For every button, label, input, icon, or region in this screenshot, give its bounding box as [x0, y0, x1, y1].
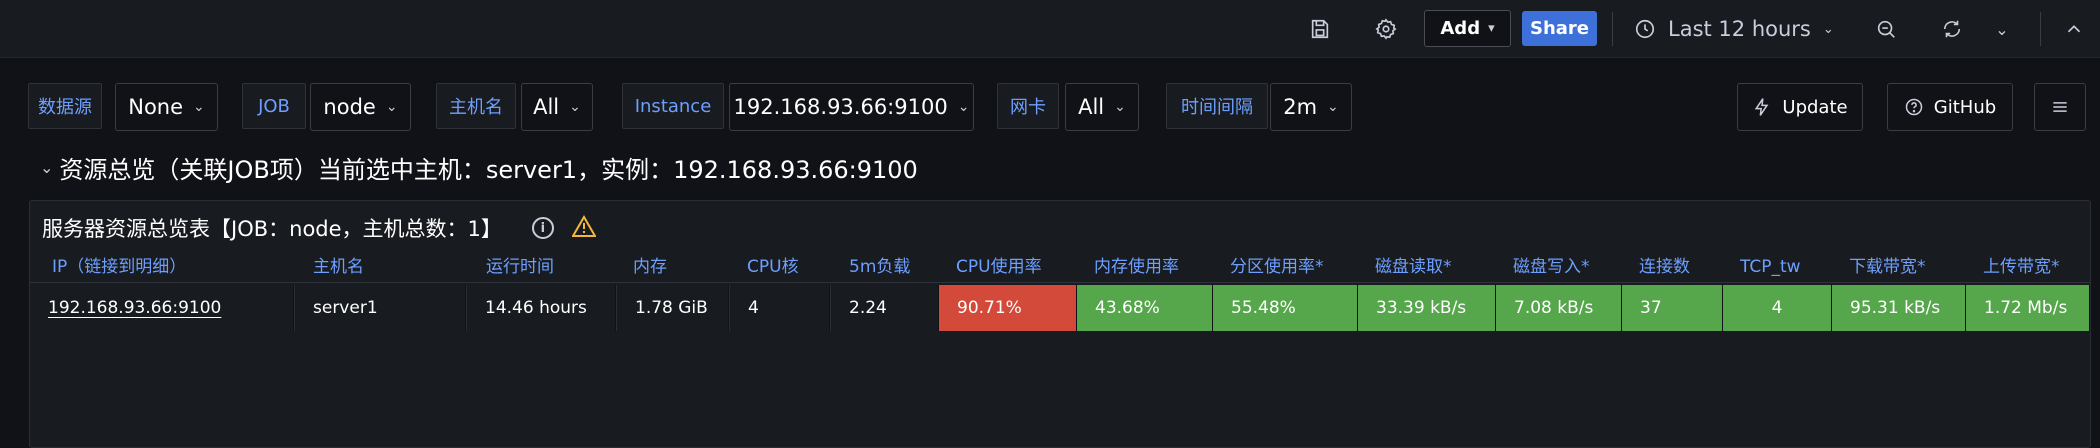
job-select[interactable]: node ⌄ — [310, 83, 411, 131]
panel-header: 服务器资源总览表【JOB：node，主机总数：1】 i — [42, 213, 597, 243]
column-header-disk-write[interactable]: 磁盘写入* — [1513, 257, 1590, 277]
cell-uptime: 14.46 hours — [466, 285, 616, 331]
bolt-icon — [1755, 98, 1769, 116]
cell-upload: 1.72 Mb/s — [1966, 285, 2090, 331]
cell-mem-usage: 43.68% — [1077, 285, 1213, 331]
column-header-cpu-cores[interactable]: CPU核 — [747, 257, 799, 277]
cell-hostname: server1 — [294, 285, 466, 331]
var-label-datasource: 数据源 — [28, 83, 102, 129]
column-header-connections[interactable]: 连接数 — [1639, 257, 1690, 277]
cell-disk-read: 33.39 kB/s — [1358, 285, 1496, 331]
interval-select[interactable]: 2m ⌄ — [1270, 83, 1352, 131]
add-button[interactable]: Add ▾ — [1424, 10, 1511, 47]
column-header-download[interactable]: 下载带宽* — [1849, 257, 1926, 277]
column-header-hostname[interactable]: 主机名 — [313, 257, 364, 277]
refresh-interval-chevron-icon[interactable]: ⌄ — [1995, 19, 2009, 39]
save-icon[interactable] — [1300, 10, 1340, 48]
chevron-down-icon: ⌄ — [40, 158, 54, 177]
info-icon[interactable]: i — [531, 217, 554, 239]
instance-value: 192.168.93.66:9100 — [733, 95, 948, 119]
var-label-interval: 时间间隔 — [1166, 83, 1268, 129]
chevron-down-icon: ⌄ — [385, 99, 398, 115]
column-header-cpu-usage[interactable]: CPU使用率 — [956, 257, 1042, 277]
var-label-hostname: 主机名 — [436, 83, 516, 129]
column-header-disk-read[interactable]: 磁盘读取* — [1375, 257, 1452, 277]
toolbar-divider — [1612, 12, 1613, 46]
add-button-label: Add — [1440, 18, 1481, 39]
cell-load5: 2.24 — [830, 285, 939, 331]
column-header-mem-usage[interactable]: 内存使用率 — [1094, 257, 1179, 277]
update-button-label: Update — [1782, 96, 1848, 118]
chevron-down-icon: ⌄ — [193, 99, 205, 115]
gear-icon[interactable] — [1366, 10, 1406, 48]
cell-ip-link[interactable]: 192.168.93.66:9100 — [30, 285, 294, 331]
datasource-select[interactable]: None ⌄ — [115, 83, 218, 131]
cell-download: 95.31 kB/s — [1832, 285, 1966, 331]
cell-partition-usage: 55.48% — [1213, 285, 1358, 331]
warning-icon[interactable] — [571, 214, 597, 242]
cell-connections: 37 — [1622, 285, 1723, 331]
resource-overview-panel: 服务器资源总览表【JOB：node，主机总数：1】 i IP（链接到明细） 主机… — [29, 200, 2091, 448]
panel-title: 服务器资源总览表【JOB：node，主机总数：1】 — [42, 217, 502, 241]
chevron-down-icon: ⌄ — [1114, 99, 1126, 115]
hostname-select[interactable]: All ⌄ — [521, 83, 593, 131]
help-circle-icon — [1905, 98, 1923, 116]
chevron-down-icon: ⌄ — [1822, 21, 1834, 37]
chevron-up-icon[interactable] — [2054, 10, 2094, 48]
job-value: node — [323, 95, 376, 119]
datasource-value: None — [128, 95, 184, 119]
toolbar-divider — [2040, 12, 2041, 46]
time-range-label: Last 12 hours — [1668, 17, 1811, 41]
chevron-down-icon: ⌄ — [1327, 99, 1339, 115]
row-header[interactable]: ⌄ 资源总览（关联JOB项）当前选中主机：server1，实例：192.168.… — [40, 150, 918, 185]
row-title: 资源总览（关联JOB项）当前选中主机：server1，实例：192.168.93… — [59, 156, 918, 184]
overview-table: IP（链接到明细） 主机名 运行时间 内存 CPU核 5m负载 CPU使用率 内… — [30, 251, 2090, 331]
time-range-picker[interactable]: Last 12 hours ⌄ — [1630, 10, 1848, 48]
column-header-upload[interactable]: 上传带宽* — [1983, 257, 2060, 277]
instance-select[interactable]: 192.168.93.66:9100 ⌄ — [729, 83, 974, 131]
cell-cpu-cores: 4 — [729, 285, 830, 331]
chevron-down-icon: ⌄ — [569, 99, 581, 115]
column-header-load5[interactable]: 5m负载 — [849, 257, 911, 277]
var-label-job: JOB — [242, 83, 306, 129]
interval-value: 2m — [1283, 95, 1318, 119]
table-row: 192.168.93.66:9100 server1 14.46 hours 1… — [30, 285, 2090, 331]
hostname-value: All — [533, 95, 560, 119]
zoom-out-icon[interactable] — [1866, 10, 1906, 48]
nic-select[interactable]: All ⌄ — [1065, 83, 1139, 131]
var-label-nic: 网卡 — [997, 83, 1059, 129]
chevron-down-icon: ▾ — [1488, 21, 1495, 36]
github-button[interactable]: GitHub — [1887, 83, 2013, 131]
clock-icon — [1635, 19, 1655, 39]
cell-disk-write: 7.08 kB/s — [1496, 285, 1622, 331]
cell-tcp-tw: 4 — [1723, 285, 1832, 331]
column-header-ip[interactable]: IP（链接到明细） — [52, 257, 187, 277]
var-label-instance: Instance — [622, 83, 724, 129]
share-button[interactable]: Share — [1522, 11, 1597, 46]
update-button[interactable]: Update — [1737, 83, 1863, 131]
column-header-tcp-tw[interactable]: TCP_tw — [1740, 257, 1801, 277]
refresh-icon[interactable] — [1932, 10, 1972, 48]
column-header-partition-usage[interactable]: 分区使用率* — [1230, 257, 1324, 277]
column-header-memory[interactable]: 内存 — [633, 257, 667, 277]
top-toolbar: Add ▾ Share Last 12 hours ⌄ ⌄ — [0, 0, 2100, 58]
nic-value: All — [1078, 95, 1105, 119]
menu-icon — [2053, 102, 2067, 112]
table-header: IP（链接到明细） 主机名 运行时间 内存 CPU核 5m负载 CPU使用率 内… — [30, 251, 2090, 283]
chevron-down-icon: ⌄ — [957, 99, 970, 115]
cell-memory: 1.78 GiB — [616, 285, 729, 331]
column-header-uptime[interactable]: 运行时间 — [486, 257, 554, 277]
cell-cpu-usage: 90.71% — [939, 285, 1077, 331]
menu-button[interactable] — [2034, 83, 2086, 131]
github-button-label: GitHub — [1933, 96, 1997, 118]
